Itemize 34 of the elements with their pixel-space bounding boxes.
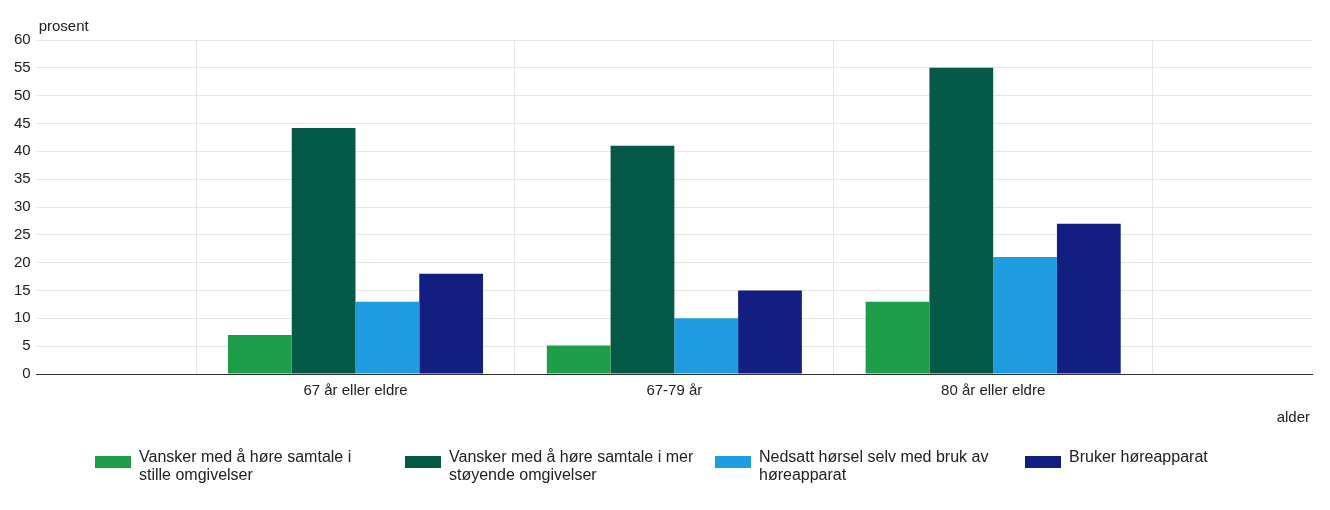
bar	[738, 290, 802, 374]
y-tick-label: 30	[14, 197, 31, 215]
x-tick-label: 67 år eller eldre	[303, 381, 408, 399]
bar	[674, 318, 739, 374]
bar	[929, 67, 994, 374]
y-tick-label: 60	[14, 30, 31, 48]
bar	[419, 273, 484, 374]
y-tick-label: 10	[14, 308, 31, 326]
bar	[227, 335, 292, 374]
bar	[865, 301, 930, 374]
y-tick-label: 20	[14, 252, 31, 270]
bar	[1056, 223, 1121, 374]
bar	[993, 257, 1057, 374]
legend-label: Vansker med å høre samtale i mer støyende omgivelser	[449, 448, 695, 484]
bar	[546, 345, 611, 374]
y-tick-label: 0	[22, 364, 31, 382]
x-tick-label: 67-79 år	[646, 381, 703, 399]
y-tick-label: 40	[14, 141, 31, 159]
bar	[291, 127, 356, 374]
bar	[355, 301, 420, 374]
legend-label: Bruker høreapparat	[1069, 448, 1208, 466]
y-tick-label: 25	[14, 224, 31, 242]
y-tick-label: 15	[14, 280, 31, 298]
legend-label: Vansker med å høre samtale i stille omgivelser	[139, 448, 353, 484]
x-tick-label: 80 år eller eldre	[941, 381, 1046, 399]
y-tick-label: 55	[14, 57, 31, 75]
y-tick-label: 35	[14, 169, 31, 187]
y-axis-title: prosent	[38, 16, 90, 34]
y-tick-label: 5	[22, 336, 31, 354]
x-axis-title: alder	[1276, 407, 1310, 425]
legend-label: Nedsatt hørsel selv med bruk av høreapparat	[759, 448, 990, 484]
y-tick-label: 50	[14, 85, 31, 103]
y-tick-label: 45	[14, 113, 31, 131]
bar	[610, 145, 675, 374]
